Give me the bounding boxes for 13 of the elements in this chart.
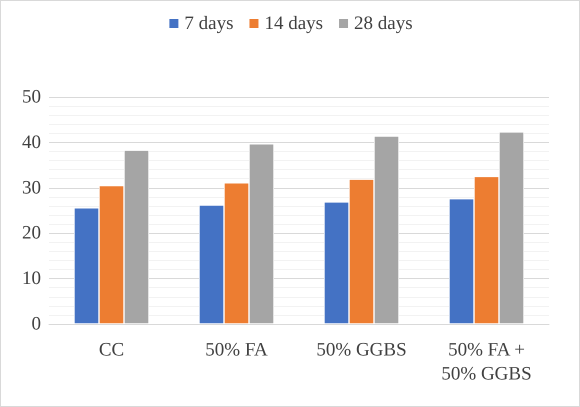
- x-tick-label: 50% GGBS: [316, 340, 407, 360]
- y-tick-label: 50: [22, 86, 41, 108]
- y-tick-label: 10: [22, 268, 41, 290]
- x-tick-label: 50% FA: [205, 340, 268, 360]
- y-tick-label: 30: [22, 177, 41, 198]
- legend-label: 7 days: [184, 13, 234, 34]
- legend-label: 14 days: [264, 13, 324, 34]
- y-tick-label: 0: [32, 314, 41, 334]
- legend-label: 28 days: [354, 13, 413, 34]
- y-tick-label: 40: [22, 132, 41, 153]
- y-tick-label: 20: [22, 222, 41, 244]
- x-tick-label: 50% FA + 50% GGBS: [441, 340, 532, 384]
- x-tick-label: CC: [98, 340, 124, 360]
